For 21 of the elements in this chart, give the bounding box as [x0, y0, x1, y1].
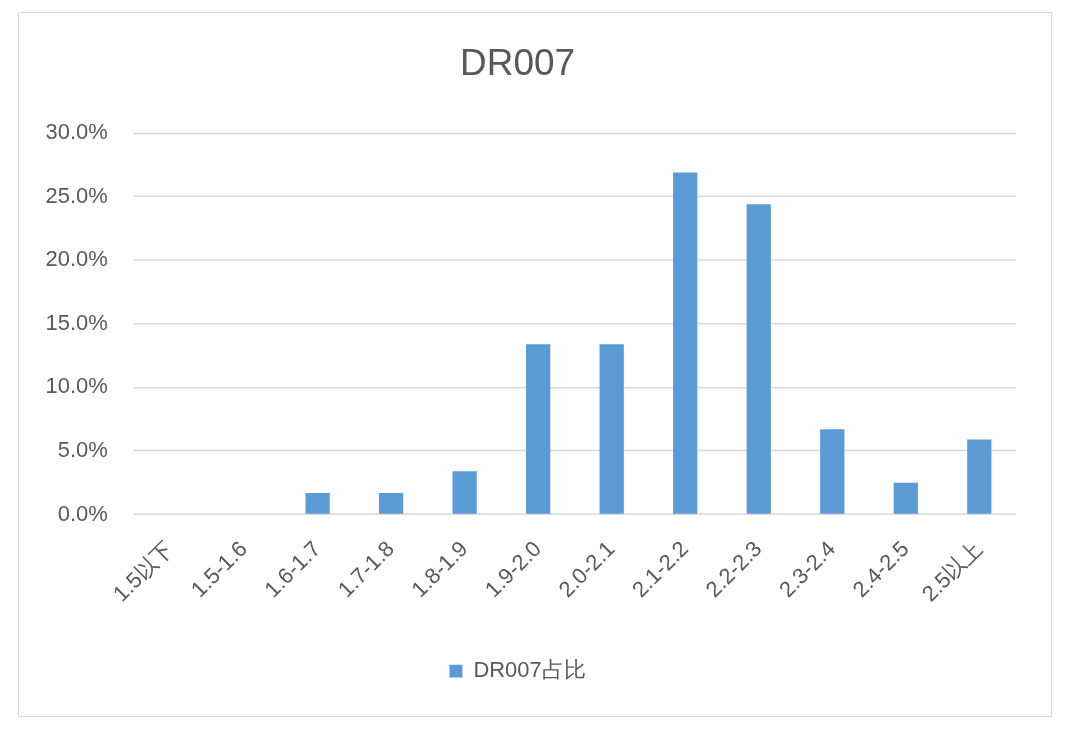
bar: [746, 204, 771, 514]
y-tick-label: 15.0%: [45, 309, 108, 335]
bar: [893, 482, 918, 514]
y-tick-label: 0.0%: [57, 500, 108, 526]
y-tick-label: 20.0%: [45, 246, 108, 272]
bar: [526, 344, 551, 514]
bar: [820, 429, 845, 514]
chart-title: DR007: [460, 42, 576, 84]
bar: [378, 492, 404, 514]
y-tick-label: 10.0%: [45, 373, 108, 399]
y-tick-label: 30.0%: [45, 119, 108, 145]
x-tick-label: 2.5以上: [916, 535, 988, 607]
bar: [673, 172, 698, 514]
y-tick-label: 5.0%: [57, 437, 108, 463]
bar: [305, 492, 330, 514]
x-tick-label: 1.5以下: [107, 535, 179, 607]
y-tick-label: 25.0%: [45, 182, 108, 208]
bar: [452, 471, 477, 514]
bar: [967, 439, 992, 514]
legend-label: DR007占比: [473, 657, 586, 683]
bar: [599, 344, 624, 514]
